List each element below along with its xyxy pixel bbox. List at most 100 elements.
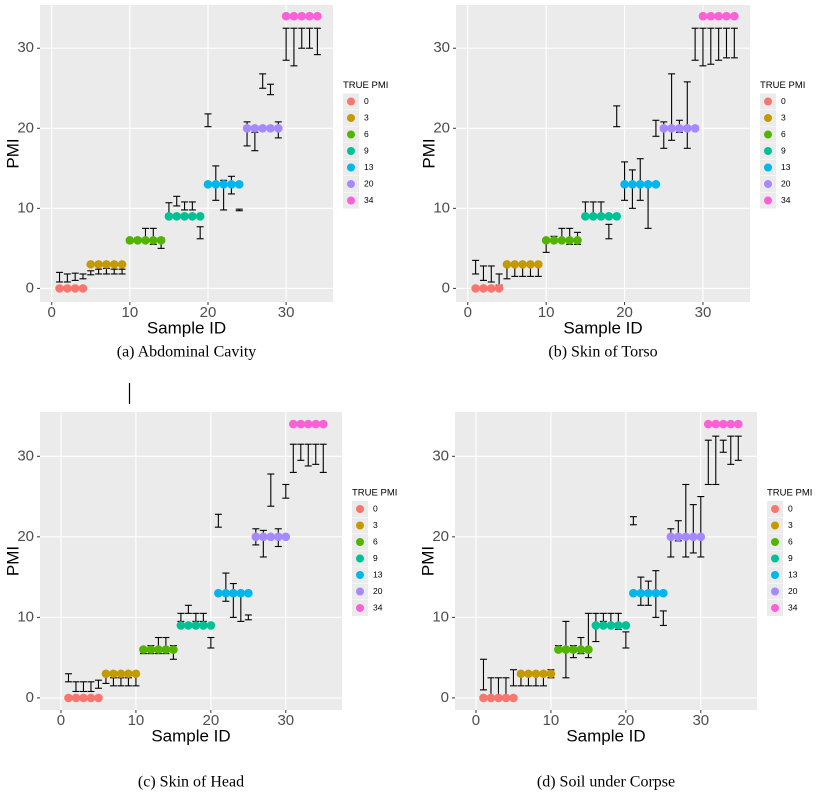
point <box>629 588 638 598</box>
point <box>531 669 541 679</box>
point <box>139 645 148 654</box>
legend-label: 20 <box>364 178 374 188</box>
legend-label: 34 <box>373 602 383 612</box>
error-bar <box>313 27 321 56</box>
error-bar <box>636 158 644 201</box>
error-bar <box>173 195 181 207</box>
point <box>698 11 708 21</box>
error-bar <box>95 268 103 275</box>
y-axis-title: PMI <box>3 138 22 168</box>
point <box>659 588 668 598</box>
x-tick-label: 30 <box>277 712 294 729</box>
point <box>681 532 691 542</box>
point <box>696 532 706 542</box>
panel: 0 10 20 30 0 10 20 30 Sample ID PMI TRUE PMI 0 3 6 9 13… <box>3 412 397 791</box>
x-tick-label: 30 <box>695 304 712 321</box>
point <box>509 693 518 703</box>
error-bar <box>727 435 735 465</box>
y-tick-label: 20 <box>432 528 449 545</box>
error-bar <box>304 443 312 467</box>
legend-label: 9 <box>373 553 378 563</box>
x-axis-title: Sample ID <box>566 726 645 745</box>
y-tick-label: 10 <box>17 608 34 625</box>
point <box>599 621 608 630</box>
point <box>620 180 629 189</box>
point <box>169 645 178 654</box>
point <box>219 180 228 189</box>
legend-dot <box>764 130 772 139</box>
legend-dot <box>347 180 355 188</box>
error-bar <box>56 271 64 283</box>
point <box>250 123 260 133</box>
y-axis-title: PMI <box>419 138 438 168</box>
point <box>635 180 645 189</box>
legend-label: 13 <box>788 569 798 579</box>
y-tick-label: 10 <box>432 608 449 625</box>
point <box>667 123 676 133</box>
point <box>714 11 723 21</box>
error-bar <box>64 673 72 683</box>
point <box>573 236 582 245</box>
point <box>518 260 527 269</box>
x-tick-label: 0 <box>472 712 480 729</box>
legend-title: TRUE PMI <box>760 80 805 91</box>
point <box>195 212 205 221</box>
point <box>502 260 512 269</box>
point <box>203 180 213 189</box>
error-bar <box>479 265 487 281</box>
legend-dot <box>347 196 355 205</box>
error-bar <box>282 27 290 61</box>
x-tick-label: 0 <box>57 712 65 729</box>
legend-title: TRUE PMI <box>352 488 397 499</box>
point <box>674 532 683 542</box>
point <box>258 123 267 133</box>
point <box>494 693 503 703</box>
error-bar <box>722 27 730 59</box>
point <box>569 645 578 654</box>
point <box>644 588 653 598</box>
point <box>711 419 721 429</box>
error-bar <box>697 496 705 558</box>
point <box>313 11 322 21</box>
point <box>259 532 268 542</box>
legend-label: 3 <box>781 112 786 122</box>
point <box>297 11 307 21</box>
point <box>636 588 646 598</box>
legend-dot <box>356 505 364 513</box>
error-bar <box>204 113 212 128</box>
point <box>591 621 601 630</box>
error-bar <box>188 201 196 211</box>
y-tick-label: 30 <box>432 447 449 464</box>
legend-label: 6 <box>364 129 369 139</box>
legend-dot <box>356 554 364 563</box>
point <box>651 180 661 189</box>
point <box>628 180 637 189</box>
point <box>318 419 328 429</box>
point <box>726 419 736 429</box>
point <box>541 236 551 245</box>
error-bar <box>487 265 495 283</box>
error-bar <box>244 614 252 621</box>
error-bar <box>472 259 480 275</box>
error-bar <box>266 83 274 96</box>
point <box>211 180 221 189</box>
legend-dot <box>347 130 355 139</box>
legend-label: 13 <box>364 162 374 172</box>
error-bar <box>79 273 87 280</box>
point <box>557 236 567 245</box>
caption: (b) Skin of Torso <box>548 344 657 361</box>
legend-label: 0 <box>788 503 793 513</box>
plot-background <box>40 412 342 710</box>
legend-dot <box>764 97 772 106</box>
error-bar <box>629 516 637 526</box>
y-tick-label: 30 <box>17 39 34 56</box>
legend-dot <box>771 554 779 563</box>
error-bar <box>312 443 320 465</box>
point <box>244 588 253 598</box>
y-tick-label: 20 <box>17 528 34 545</box>
point <box>554 645 563 654</box>
error-bar <box>181 201 189 211</box>
x-tick-label: 10 <box>122 304 139 321</box>
legend-dot <box>771 521 779 530</box>
error-bar <box>72 681 80 693</box>
